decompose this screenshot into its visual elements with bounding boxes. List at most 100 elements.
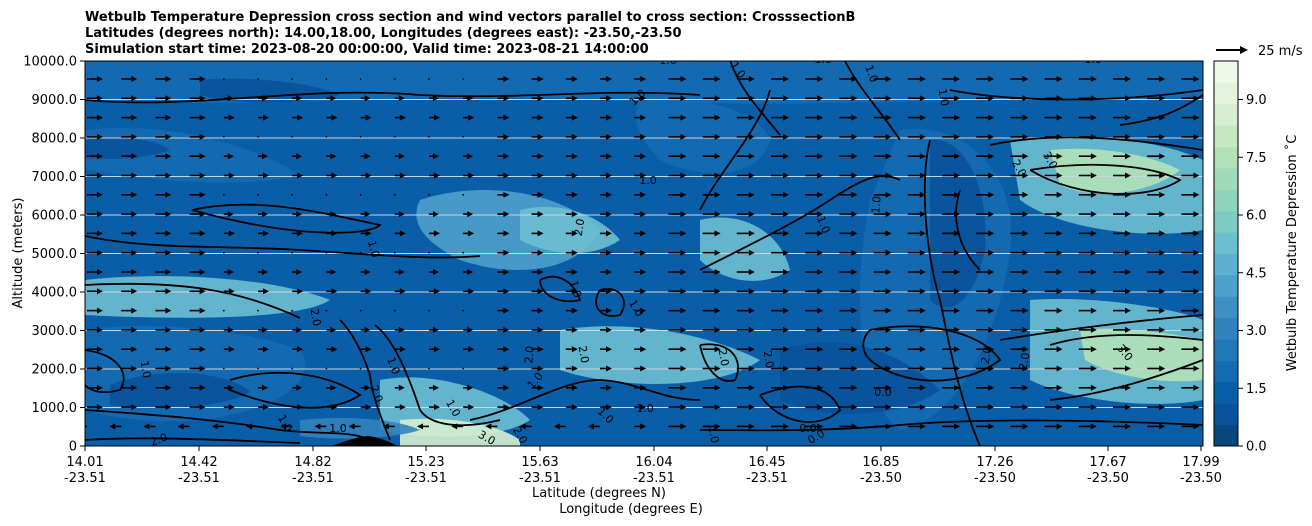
x-tick-label-longitude: -23.51 bbox=[519, 471, 561, 486]
wind-vector bbox=[1078, 365, 1097, 372]
wind-vector bbox=[1010, 76, 1029, 82]
wind-vector bbox=[1147, 326, 1166, 333]
wind-vector bbox=[702, 326, 721, 333]
x-tick-label-longitude: -23.51 bbox=[746, 471, 788, 486]
wind-vector bbox=[805, 230, 824, 237]
wind-vector bbox=[1044, 365, 1063, 372]
wind-vector bbox=[463, 384, 474, 391]
wind-vector bbox=[565, 95, 578, 102]
wind-vector bbox=[668, 404, 687, 411]
wind-vector bbox=[668, 269, 687, 275]
wind-vector bbox=[360, 172, 372, 179]
wind-vector bbox=[600, 346, 612, 353]
wind-vector bbox=[1181, 423, 1200, 430]
wind-vector bbox=[531, 307, 544, 314]
wind-vector bbox=[1078, 384, 1097, 391]
wind-vector bbox=[1078, 288, 1097, 295]
wind-vector bbox=[155, 326, 172, 333]
wind-vector bbox=[942, 384, 960, 391]
wind-vector bbox=[600, 211, 612, 218]
wind-vector bbox=[976, 114, 995, 121]
wind-vector bbox=[292, 269, 303, 275]
wind-vector bbox=[1113, 249, 1131, 256]
y-axis-label: Altitude (meters) bbox=[11, 198, 26, 309]
wind-vector bbox=[1044, 326, 1063, 333]
wind-vector bbox=[702, 249, 721, 256]
wind-vector bbox=[668, 153, 687, 160]
wind-vector bbox=[907, 423, 926, 430]
x-tick-label-longitude: -23.51 bbox=[64, 471, 106, 486]
wind-vector bbox=[1181, 114, 1200, 121]
wind-vector bbox=[976, 95, 995, 102]
wind-vector bbox=[155, 114, 172, 121]
wind-vector bbox=[1113, 230, 1131, 237]
wind-vector bbox=[907, 326, 926, 333]
wind-vector bbox=[907, 153, 926, 160]
wind-vector bbox=[1078, 133, 1097, 140]
wind-vector bbox=[429, 95, 439, 102]
wind-vector bbox=[189, 95, 206, 102]
wind-vector bbox=[1147, 172, 1166, 179]
wind-vector bbox=[87, 211, 103, 218]
wind-vector bbox=[1044, 114, 1063, 121]
wind-vector bbox=[668, 365, 687, 372]
wind-vector bbox=[600, 307, 612, 314]
wind-vector bbox=[736, 172, 755, 179]
wind-vector bbox=[429, 346, 440, 353]
wind-vector bbox=[1181, 95, 1200, 102]
wind-vector bbox=[291, 136, 294, 138]
wind-vector bbox=[497, 153, 510, 160]
wind-vector bbox=[942, 365, 960, 372]
wind-vector bbox=[942, 307, 960, 314]
wind-vector bbox=[531, 404, 544, 411]
wind-vector bbox=[531, 114, 544, 121]
wind-vector bbox=[360, 269, 371, 275]
wind-vector bbox=[497, 191, 510, 198]
wind-vector bbox=[429, 172, 440, 179]
wind-vector bbox=[702, 211, 721, 218]
wind-vector bbox=[497, 230, 510, 237]
wind-vector bbox=[223, 230, 235, 237]
y-tick-label: 10000.0 bbox=[23, 55, 77, 70]
contour-line bbox=[999, 314, 1203, 341]
wind-vector bbox=[873, 133, 892, 140]
colorbar-segment bbox=[1214, 167, 1238, 190]
wind-vector bbox=[428, 367, 430, 370]
contour-label: 2.0 bbox=[716, 348, 732, 367]
wind-vector bbox=[736, 76, 755, 82]
wind-vector bbox=[736, 211, 755, 218]
wind-vector bbox=[600, 365, 612, 372]
wind-vector bbox=[565, 326, 578, 333]
wind-vector bbox=[292, 153, 303, 160]
wind-vector bbox=[907, 76, 926, 82]
contour-label: 2.0 bbox=[367, 383, 385, 404]
wind-vector bbox=[1113, 153, 1131, 160]
wind-vector bbox=[942, 346, 960, 353]
wind-vector bbox=[531, 269, 544, 275]
wind-vector bbox=[634, 172, 647, 179]
wind-vector bbox=[222, 78, 225, 80]
wind-vector bbox=[565, 384, 578, 391]
wind-vector bbox=[394, 114, 406, 121]
wind-vector bbox=[873, 288, 892, 295]
wind-vector bbox=[462, 309, 465, 312]
wind-vector bbox=[839, 288, 858, 295]
contour-label: 1.0 bbox=[814, 214, 832, 235]
contour-line bbox=[229, 371, 362, 409]
wind-vector bbox=[668, 307, 687, 314]
wind-vector bbox=[497, 307, 510, 314]
wind-vector bbox=[702, 307, 721, 314]
quiver-key-arrow-head bbox=[1240, 46, 1248, 54]
wind-vector bbox=[223, 288, 235, 295]
wind-vector bbox=[1078, 346, 1097, 353]
wind-vector bbox=[223, 269, 234, 275]
wind-vector bbox=[600, 114, 612, 121]
wind-vector bbox=[1181, 191, 1200, 198]
wind-vector bbox=[805, 423, 824, 430]
wind-vector bbox=[1147, 346, 1166, 353]
x-tick-label-latitude: 16.04 bbox=[635, 455, 672, 470]
x-tick-label-latitude: 14.01 bbox=[66, 455, 103, 470]
wind-vector bbox=[87, 307, 103, 314]
wind-vector bbox=[1010, 172, 1029, 179]
wind-vector bbox=[257, 136, 259, 138]
